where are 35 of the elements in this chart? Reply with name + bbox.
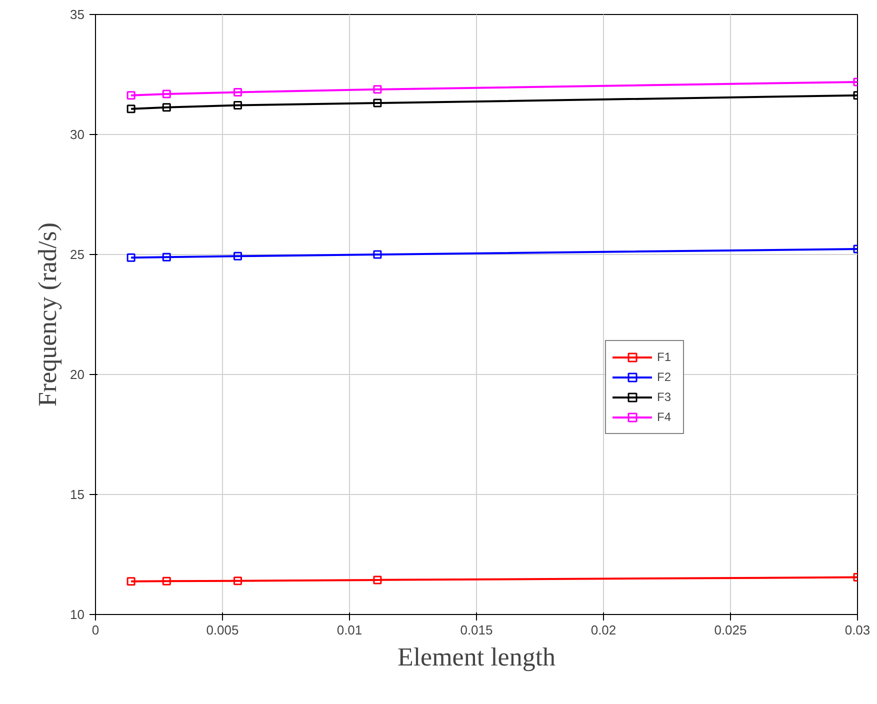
x-tick-label: 0.03	[844, 622, 870, 638]
y-tick-label: 30	[70, 127, 85, 142]
point	[233, 576, 242, 586]
legend-label: F1	[657, 350, 672, 364]
y-tick-label: 25	[70, 247, 85, 262]
point	[126, 253, 136, 262]
y-tick-label: 10	[70, 607, 85, 622]
x-tick-label: 0.025	[714, 622, 747, 638]
y-axis-title: Frequency (rad/s)	[33, 222, 62, 407]
y-tick-label: 15	[70, 487, 85, 502]
x-tick-label: 0.02	[590, 622, 616, 638]
point	[126, 104, 136, 114]
y-tick-label: 20	[70, 367, 85, 382]
x-axis-title: Element length	[397, 642, 556, 672]
point	[162, 103, 171, 112]
legend-label: F2	[657, 370, 672, 384]
point	[162, 90, 171, 98]
point	[373, 85, 382, 94]
point	[373, 98, 382, 108]
point	[162, 576, 171, 586]
x-tick-label: 0.01	[336, 622, 362, 638]
point	[126, 91, 136, 100]
point	[126, 577, 136, 586]
point	[233, 100, 242, 110]
legend-label: F3	[657, 390, 672, 404]
y-tick-label: 35	[70, 7, 85, 22]
point	[373, 250, 382, 259]
point	[162, 252, 171, 262]
legend-label: F4	[657, 410, 672, 424]
point	[373, 576, 382, 584]
x-tick-label: 0.005	[206, 622, 239, 638]
x-tick-label: 0.015	[460, 622, 493, 638]
point	[233, 88, 242, 97]
point	[233, 252, 242, 260]
x-tick-label: 0	[92, 622, 100, 638]
